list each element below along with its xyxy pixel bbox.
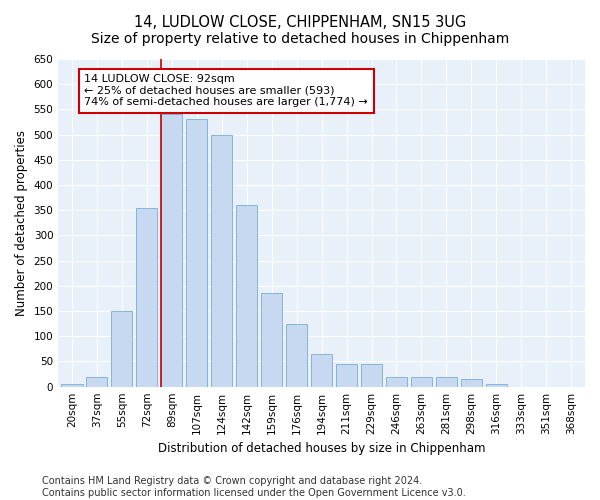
Bar [336,364,357,386]
Text: 14 LUDLOW CLOSE: 92sqm
← 25% of detached houses are smaller (593)
74% of semi-de: 14 LUDLOW CLOSE: 92sqm ← 25% of detached… [85,74,368,108]
Text: Size of property relative to detached houses in Chippenham: Size of property relative to detached ho… [91,32,509,46]
Text: Contains HM Land Registry data © Crown copyright and database right 2024.
Contai: Contains HM Land Registry data © Crown c… [42,476,466,498]
Bar [86,376,107,386]
Bar [486,384,507,386]
Bar [261,294,282,386]
Bar [386,376,407,386]
Bar [236,205,257,386]
Bar [61,384,83,386]
Bar [311,354,332,386]
Y-axis label: Number of detached properties: Number of detached properties [15,130,28,316]
Bar [186,120,208,386]
Bar [461,379,482,386]
Bar [136,208,157,386]
X-axis label: Distribution of detached houses by size in Chippenham: Distribution of detached houses by size … [158,442,485,455]
Bar [161,114,182,386]
Bar [286,324,307,386]
Bar [411,376,432,386]
Bar [111,311,133,386]
Bar [361,364,382,386]
Bar [211,134,232,386]
Text: 14, LUDLOW CLOSE, CHIPPENHAM, SN15 3UG: 14, LUDLOW CLOSE, CHIPPENHAM, SN15 3UG [134,15,466,30]
Bar [436,376,457,386]
